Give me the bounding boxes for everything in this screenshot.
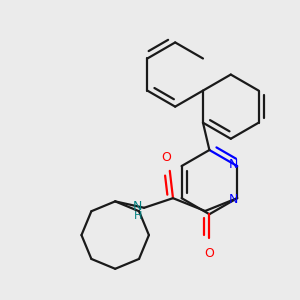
Text: O: O (162, 151, 172, 164)
Text: O: O (205, 247, 214, 260)
Text: N: N (229, 193, 238, 206)
Text: N: N (229, 158, 238, 171)
Text: H: H (134, 211, 142, 221)
Text: N: N (133, 200, 142, 213)
